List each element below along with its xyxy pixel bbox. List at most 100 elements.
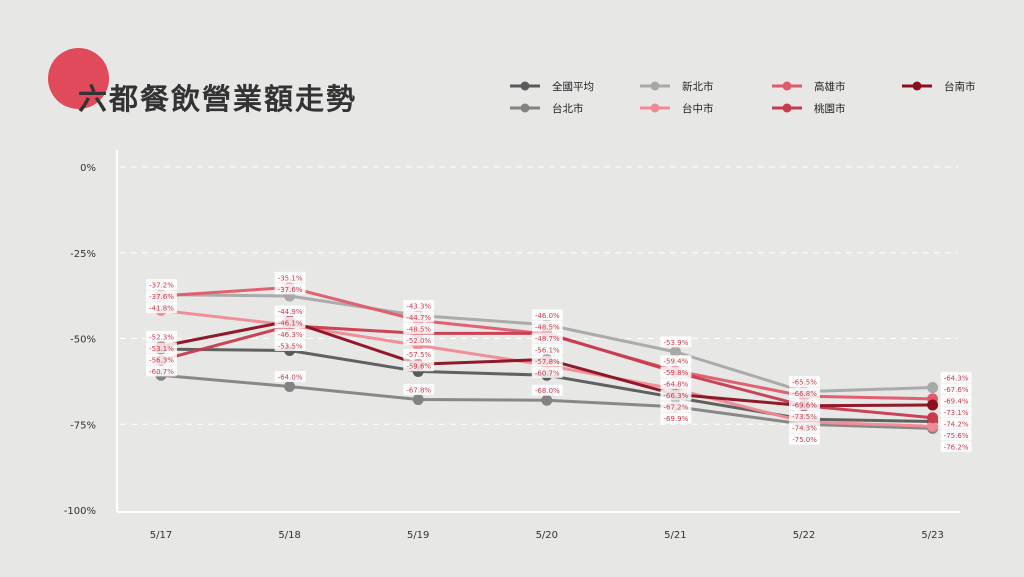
data-label: -56.3% [149, 356, 174, 364]
data-label-bg [146, 290, 177, 302]
data-point [412, 394, 424, 406]
legend-label: 新北市 [682, 80, 714, 93]
data-label: -75.0% [792, 436, 817, 444]
data-label: -74.3% [792, 425, 817, 433]
data-label-bg [403, 311, 435, 323]
data-point [927, 382, 939, 394]
y-tick-label: -75% [70, 420, 96, 431]
data-label-bg [940, 383, 972, 395]
data-label-bg [403, 334, 435, 346]
data-label: -53.5% [278, 343, 303, 351]
data-label: -37.6% [149, 293, 174, 301]
data-label-bg [146, 302, 177, 314]
legend-swatch-dot [782, 81, 792, 91]
data-label-bg [940, 406, 972, 418]
data-label-bg [940, 395, 972, 407]
data-label-bg [531, 320, 563, 332]
data-label-bg [660, 336, 692, 348]
data-label-bg [660, 378, 692, 390]
legend-label: 台中市 [682, 102, 714, 115]
legend-swatch-dot [650, 81, 660, 91]
data-point [669, 346, 681, 358]
data-label-bg [789, 410, 820, 422]
legend-label: 高雄市 [814, 80, 846, 93]
x-tick-label: 5/20 [536, 530, 558, 541]
x-tick-label: 5/18 [278, 530, 300, 541]
legend-label: 全國平均 [552, 80, 594, 93]
x-tick-label: 5/21 [664, 530, 686, 541]
data-label: -66.8% [792, 390, 817, 398]
data-label-bg [660, 412, 692, 424]
chart-title: 六都餐飲營業額走勢 [78, 82, 358, 116]
data-label: -73.5% [792, 413, 817, 421]
data-label: -53.1% [149, 345, 174, 353]
data-label: -69.9% [664, 415, 689, 423]
data-label-bg [146, 353, 177, 365]
data-label: -52.3% [149, 333, 174, 341]
data-label-bg [274, 305, 306, 317]
data-label-bg [660, 389, 692, 401]
data-label: -43.3% [406, 303, 431, 311]
y-tick-label: 0% [80, 163, 96, 174]
legend-label: 台北市 [552, 102, 584, 115]
data-label-bg [403, 360, 435, 372]
data-label: -67.8% [406, 387, 431, 395]
y-tick-label: -25% [70, 249, 96, 260]
data-label-bg [789, 433, 820, 445]
data-point [284, 381, 296, 393]
data-label: -69.6% [792, 402, 817, 410]
data-label-bg [531, 309, 563, 321]
data-label: -46.3% [278, 331, 303, 339]
data-label-bg [660, 366, 692, 378]
data-label: -48.7% [535, 335, 560, 343]
data-label: -46.0% [535, 312, 560, 320]
data-label-bg [274, 283, 306, 295]
data-label: -65.5% [792, 379, 817, 387]
legend-swatch-dot [650, 103, 660, 113]
data-label: -68.0% [535, 387, 560, 395]
data-label-bg [531, 384, 563, 396]
x-tick-label: 5/19 [407, 530, 429, 541]
data-label: -48.5% [535, 323, 560, 331]
title-decoration-circle [48, 48, 109, 109]
legend-swatch-dot [782, 103, 792, 113]
data-label-bg [789, 376, 820, 388]
data-label-bg [403, 300, 435, 312]
data-label-bg [274, 371, 306, 383]
data-label: -64.3% [944, 375, 969, 383]
y-tick-label: -50% [70, 335, 96, 346]
data-label: -59.6% [406, 363, 431, 371]
data-label: -64.8% [664, 381, 689, 389]
data-label-bg [940, 418, 972, 430]
data-label: -44.9% [278, 308, 303, 316]
data-label-bg [403, 348, 435, 360]
data-label: -67.6% [944, 386, 969, 394]
data-label: -35.1% [278, 274, 303, 282]
title-area: 六都餐飲營業額走勢 [48, 48, 388, 128]
data-label: -52.0% [406, 337, 431, 345]
data-label: -53.9% [664, 339, 689, 347]
data-label: -69.4% [944, 398, 969, 406]
data-point [927, 399, 939, 411]
data-label-bg [146, 342, 177, 354]
legend-swatch-dot [520, 103, 530, 113]
data-label: -37.6% [278, 286, 303, 294]
data-label-bg [274, 328, 306, 340]
data-label: -59.4% [664, 358, 689, 366]
data-label: -67.2% [664, 404, 689, 412]
x-tick-label: 5/17 [150, 530, 172, 541]
data-label-bg [403, 384, 435, 396]
data-label-bg [274, 271, 306, 283]
data-label: -75.6% [944, 432, 969, 440]
data-label-bg [531, 355, 563, 367]
data-label: -44.7% [406, 314, 431, 322]
data-label-bg [146, 365, 177, 377]
legend-label: 台南市 [944, 80, 976, 93]
data-label-bg [660, 355, 692, 367]
data-label: -64.0% [278, 374, 303, 382]
data-label-bg [146, 279, 177, 291]
data-label: -46.1% [278, 320, 303, 328]
x-tick-label: 5/23 [921, 530, 943, 541]
data-label: -60.7% [149, 368, 174, 376]
